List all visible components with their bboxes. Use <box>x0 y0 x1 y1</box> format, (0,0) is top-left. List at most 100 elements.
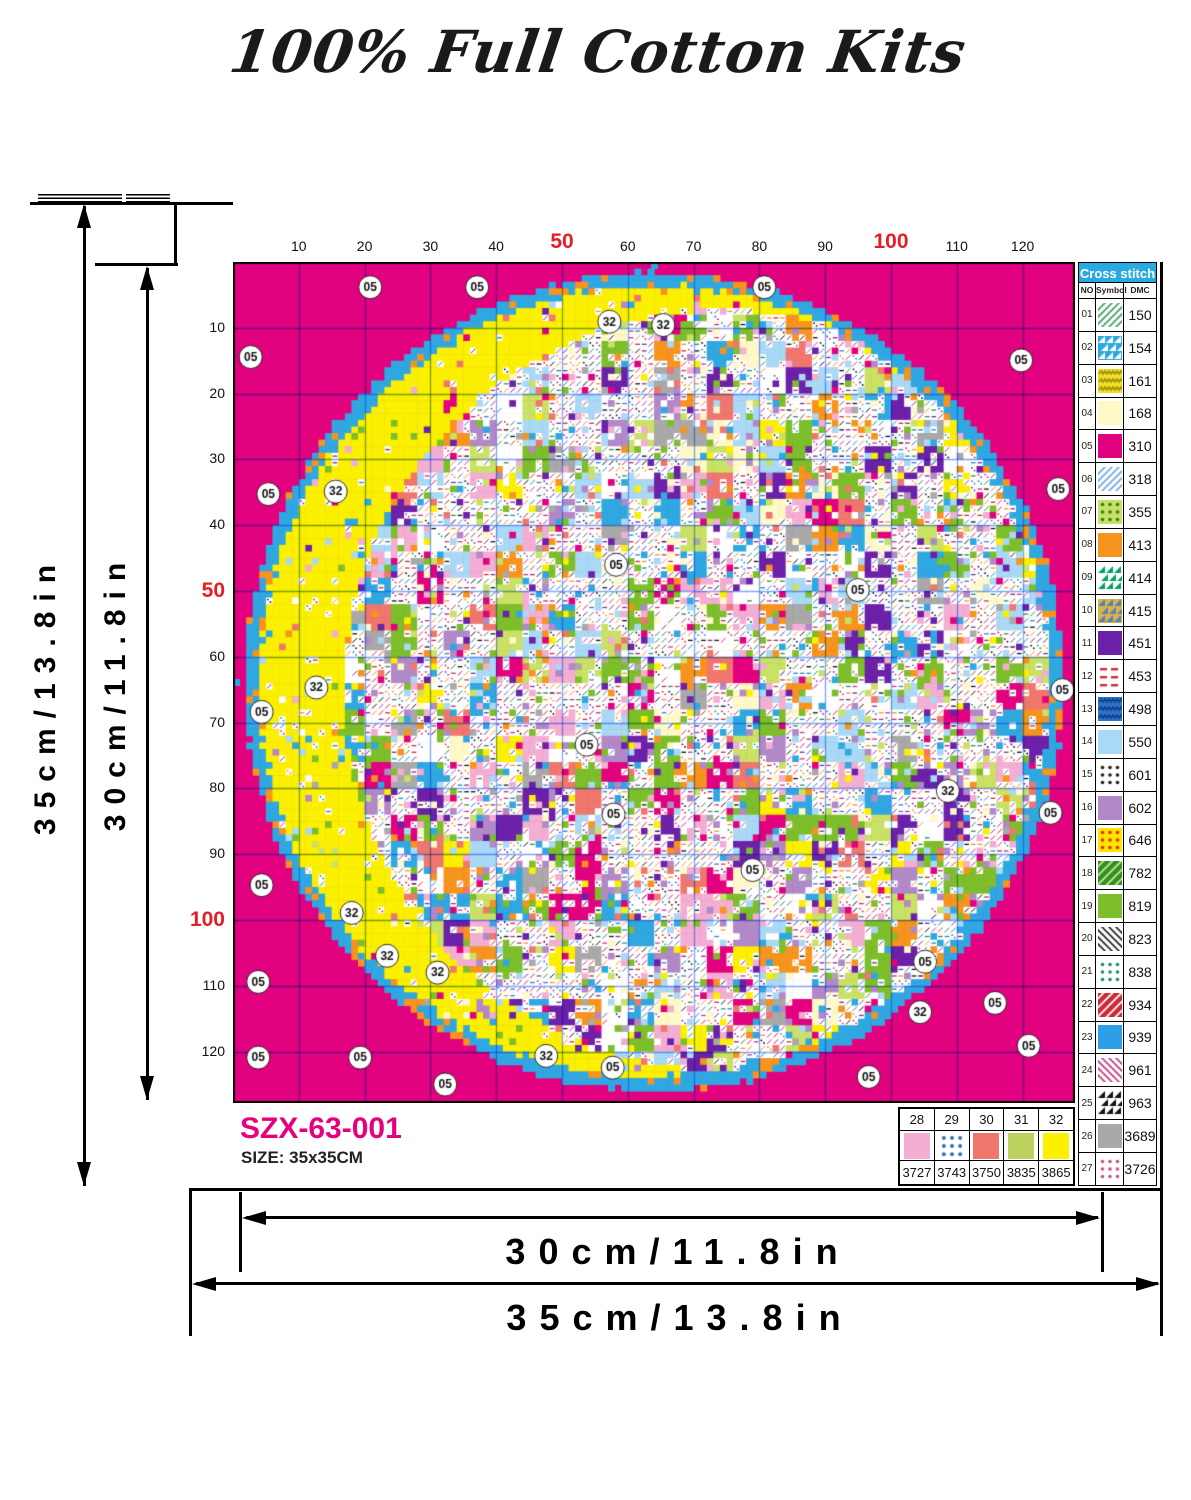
legend-row: 06 318 <box>1078 463 1157 497</box>
symbol-swatch <box>1096 1054 1124 1087</box>
left-axis-tick: 20 <box>209 384 225 401</box>
symbol-swatch <box>1096 1152 1124 1185</box>
legend-row: 27 3726 <box>1078 1152 1157 1186</box>
footer-legend-column: 30 3750 <box>969 1109 1005 1184</box>
dim-inner-ref-line <box>95 263 178 266</box>
legend-row-number: 10 <box>1079 594 1096 627</box>
dmc-code: 601 <box>1128 766 1152 783</box>
symbol-swatch <box>1096 331 1124 364</box>
left-axis-tick: 30 <box>209 450 225 467</box>
legend-row: 07 355 <box>1078 496 1157 529</box>
dim-bottom-outer-shaft <box>196 1282 1158 1285</box>
dmc-code: 3743 <box>934 1160 969 1184</box>
legend-row-number: 04 <box>1079 397 1096 430</box>
dmc-code: 3835 <box>1004 1160 1039 1184</box>
legend-col-dmc: DMC <box>1130 285 1150 295</box>
legend-row-number: 14 <box>1079 725 1096 758</box>
legend-row: 20 823 <box>1078 923 1157 956</box>
dmc-code: 451 <box>1128 635 1152 652</box>
left-axis-tick: 70 <box>209 713 225 730</box>
dim-bottom-outer-label: 35cm/13.8in <box>506 1297 854 1338</box>
dmc-code: 3865 <box>1039 1160 1073 1184</box>
legend-row-number: 27 <box>1079 1152 1096 1185</box>
dmc-code: 3689 <box>1124 1128 1156 1145</box>
bottom-frame-line <box>189 1188 1163 1191</box>
dmc-code: 961 <box>1128 1062 1152 1079</box>
legend-row: 15 601 <box>1078 758 1157 792</box>
dmc-code: 453 <box>1128 668 1152 685</box>
dim-bottom-inner-shaft <box>246 1216 1098 1219</box>
legend-right-border <box>1160 262 1163 1336</box>
dmc-code: 3750 <box>969 1160 1004 1184</box>
dim-bottom-inner-tick-left <box>239 1192 242 1272</box>
dmc-code: 823 <box>1128 930 1152 947</box>
legend-row-number: 05 <box>1079 430 1096 463</box>
symbol-swatch <box>1096 627 1124 660</box>
dim-left-inner-label: 30cm/11.8in <box>99 552 132 832</box>
dmc-code: 415 <box>1128 602 1152 619</box>
symbol-swatch <box>1096 1087 1124 1120</box>
legend-col-symbol: Symbol <box>1096 283 1127 298</box>
symbol-swatch <box>900 1131 934 1160</box>
symbol-swatch <box>1096 528 1124 561</box>
symbol-swatch <box>1096 955 1124 988</box>
symbol-swatch <box>1096 561 1124 594</box>
dmc-code: 939 <box>1128 1029 1152 1046</box>
symbol-swatch <box>1096 791 1124 824</box>
legend-column-headers: NO Symbol DMC <box>1078 283 1157 299</box>
legend-row-number: 21 <box>1079 955 1096 988</box>
symbol-swatch <box>1096 364 1124 397</box>
dim-left-outer-label: 35cm/13.8in <box>29 554 62 836</box>
legend-row-number: 12 <box>1079 660 1096 693</box>
arrow-down-icon <box>140 1076 154 1100</box>
dmc-code: 318 <box>1128 471 1152 488</box>
footer-legend-number: 29 <box>934 1109 969 1131</box>
top-axis-tick: 60 <box>620 238 636 254</box>
dmc-code: 819 <box>1128 898 1152 915</box>
symbol-swatch <box>1096 988 1124 1021</box>
legend-row: 01 150 <box>1078 299 1157 332</box>
dmc-code: 413 <box>1128 536 1152 553</box>
legend-title: Cross stitch <box>1078 262 1157 283</box>
legend-col-no: NO <box>1079 283 1096 298</box>
top-axis-tick: 110 <box>945 238 968 254</box>
dim-bottom-inner-tick-right <box>1101 1192 1104 1272</box>
dmc-code: 161 <box>1128 372 1152 389</box>
symbol-swatch <box>1096 725 1124 758</box>
footer-legend-number: 28 <box>900 1109 934 1131</box>
top-axis-tick: 20 <box>356 238 373 254</box>
symbol-swatch <box>1096 758 1124 791</box>
arrow-right-icon <box>1076 1210 1100 1225</box>
legend-row-number: 02 <box>1079 331 1096 364</box>
top-axis-tick: 40 <box>488 238 504 254</box>
legend-row: 09 414 <box>1078 561 1157 595</box>
footer-legend: 28 3727 29 3743 30 3750 31 3835 32 3865 <box>898 1107 1075 1186</box>
symbol-swatch <box>1096 463 1124 496</box>
top-axis-tick: 120 <box>1010 238 1035 254</box>
dmc-code: 414 <box>1128 569 1152 586</box>
legend-row: 24 961 <box>1078 1054 1157 1088</box>
top-axis-tick: 100 <box>873 230 909 253</box>
legend-row: 25 963 <box>1078 1087 1157 1121</box>
legend-row: 08 413 <box>1078 528 1157 562</box>
top-axis-tick: 50 <box>550 230 574 253</box>
legend-rows: 01 150 02 154 03 161 04 168 05 310 06 318 07 355 08 413… <box>1078 299 1157 1186</box>
arrow-left-icon <box>192 1276 216 1291</box>
legend-row-number: 18 <box>1079 857 1096 890</box>
top-axis-tick: 80 <box>751 238 768 254</box>
legend-row-number: 26 <box>1079 1120 1096 1152</box>
footer-legend-number: 32 <box>1039 1109 1073 1131</box>
legend-row: 10 415 <box>1078 594 1157 628</box>
symbol-swatch <box>1096 890 1124 923</box>
symbol-swatch <box>970 1131 1004 1160</box>
dmc-code: 602 <box>1128 799 1152 816</box>
dmc-code: 963 <box>1128 1095 1152 1112</box>
dmc-code: 3727 <box>900 1160 934 1184</box>
symbol-swatch <box>1096 299 1124 331</box>
arrow-left-icon <box>242 1210 266 1225</box>
cross-stitch-pattern-canvas <box>233 262 1075 1103</box>
dim-top-hatch-right <box>126 194 170 202</box>
top-axis-tick: 30 <box>422 238 439 254</box>
legend-row: 23 939 <box>1078 1021 1157 1055</box>
legend-row: 11 451 <box>1078 627 1157 661</box>
